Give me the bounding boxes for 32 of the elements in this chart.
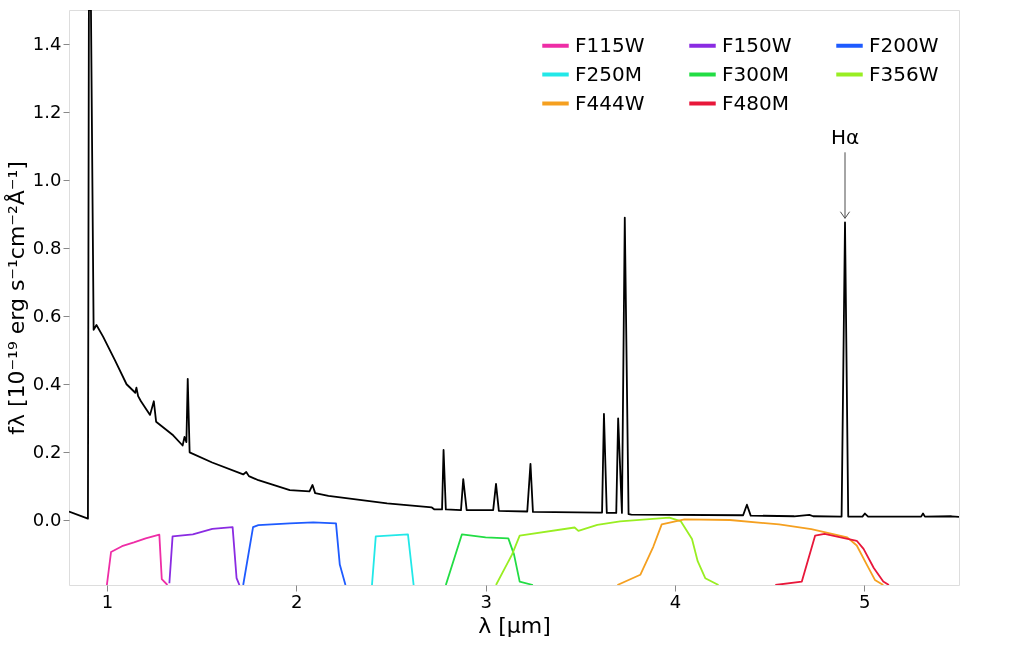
y-tick-label: 0.6 [32, 304, 62, 326]
y-tick-label: 0.2 [32, 440, 62, 462]
y-tick-label: 1.4 [32, 32, 62, 54]
annotation: Hα [830, 125, 860, 150]
legend-label: F300M [722, 61, 789, 86]
x-tick-label: 4 [669, 590, 682, 612]
y-axis-title: fλ [10⁻¹⁹ erg s⁻¹cm⁻²Å⁻¹] [2, 161, 29, 435]
y-tick-label: 0.8 [32, 236, 62, 258]
legend-label: F150W [722, 32, 792, 57]
legend-label: F480M [722, 90, 789, 115]
line-series [105, 533, 169, 585]
y-tick-label: 1.0 [32, 168, 62, 190]
legend-label: F115W [575, 32, 645, 57]
y-tick-label: 1.2 [32, 100, 62, 122]
line-series [774, 533, 890, 585]
legend-label: F250M [575, 61, 642, 86]
y-tick-label: 0.4 [32, 372, 62, 394]
line-series [168, 526, 241, 585]
line-series [495, 516, 720, 585]
line-series [69, 10, 959, 520]
x-axis-title: λ [μm] [478, 612, 551, 638]
line-series [444, 533, 534, 585]
line-series [616, 518, 885, 585]
x-tick-label: 5 [859, 590, 871, 612]
line-series [242, 521, 347, 585]
legend-label: F356W [869, 61, 939, 86]
legend-label: F200W [869, 32, 939, 57]
x-tick-label: 2 [291, 590, 303, 612]
x-tick-label: 3 [480, 590, 492, 612]
x-tick-label: 1 [101, 590, 114, 612]
y-tick-label: 0.0 [32, 508, 62, 530]
legend-label: F444W [575, 90, 645, 115]
